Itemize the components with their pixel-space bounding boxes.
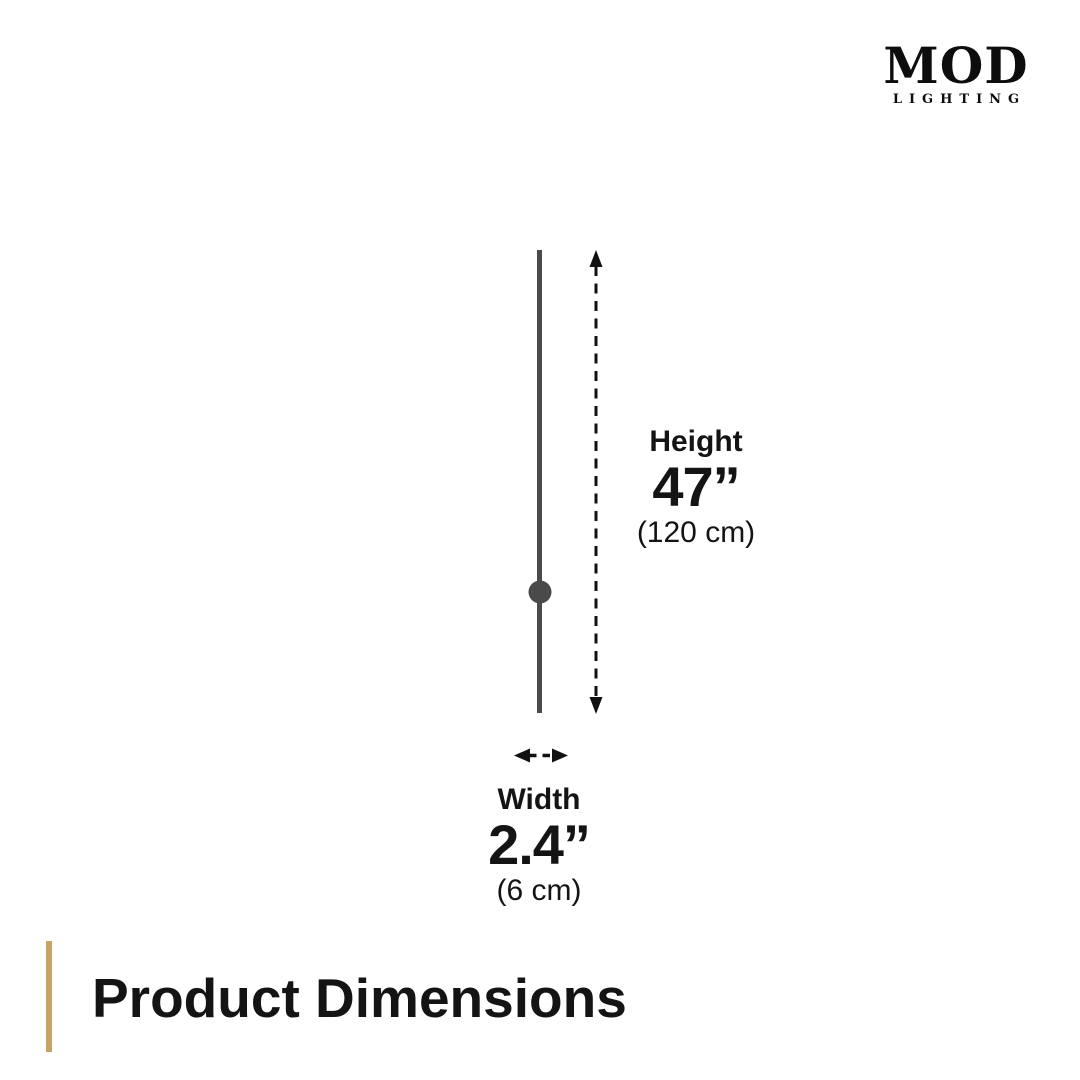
accent-bar xyxy=(46,941,52,1052)
brand-name: MOD xyxy=(883,36,1029,95)
height-dimension: Height 47” (120 cm) xyxy=(586,424,806,552)
brand-logo: MOD LIGHTING xyxy=(880,40,1032,107)
brand-subtitle: LIGHTING xyxy=(892,92,1027,107)
lamp-sphere xyxy=(528,580,552,604)
width-metric: (6 cm) xyxy=(496,874,582,907)
width-label: Width xyxy=(497,783,581,816)
width-dimension: Width 2.4” (6 cm) xyxy=(429,782,649,910)
height-value: 47” xyxy=(652,455,740,518)
width-arrow-icon xyxy=(514,748,568,763)
page-title: Product Dimensions xyxy=(92,967,627,1029)
height-metric: (120 cm) xyxy=(636,516,756,549)
height-label: Height xyxy=(649,425,743,458)
width-value: 2.4” xyxy=(488,813,591,876)
